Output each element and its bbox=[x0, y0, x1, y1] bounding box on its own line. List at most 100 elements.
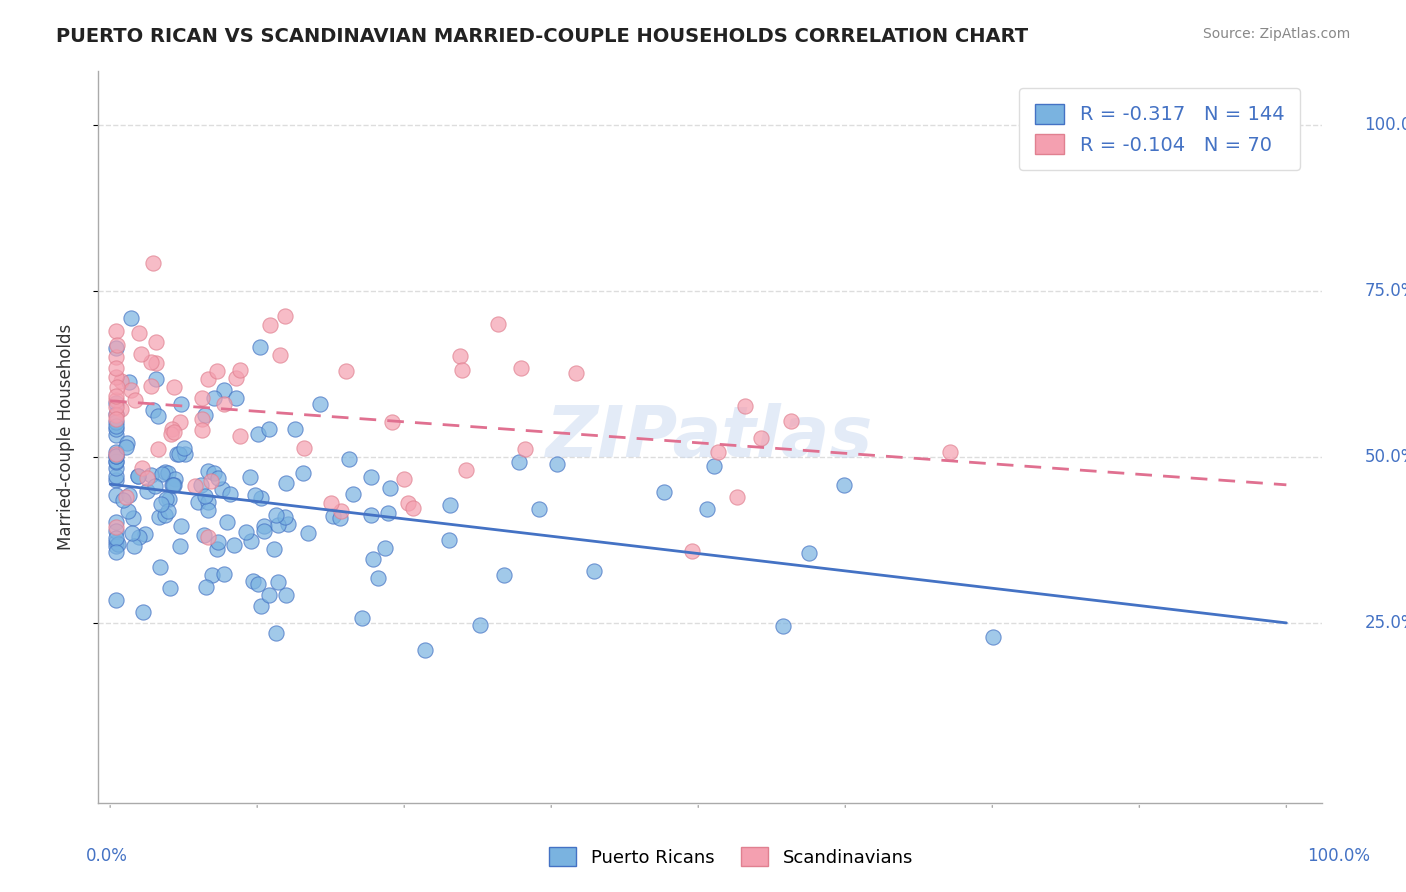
Point bbox=[115, 435, 138, 450]
Point bbox=[173, 441, 195, 455]
Point bbox=[146, 409, 169, 423]
Point bbox=[513, 442, 536, 456]
Text: PUERTO RICAN VS SCANDINAVIAN MARRIED-COUPLE HOUSEHOLDS CORRELATION CHART: PUERTO RICAN VS SCANDINAVIAN MARRIED-COU… bbox=[56, 27, 1028, 45]
Point bbox=[225, 391, 247, 405]
Point bbox=[156, 504, 179, 518]
Point bbox=[267, 517, 290, 532]
Point bbox=[247, 426, 270, 441]
Point bbox=[105, 427, 128, 442]
Point bbox=[274, 475, 297, 490]
Point bbox=[652, 484, 675, 499]
Point bbox=[148, 510, 170, 524]
Point bbox=[981, 630, 1004, 644]
Point bbox=[134, 527, 156, 541]
Point bbox=[508, 455, 530, 469]
Point bbox=[454, 463, 477, 477]
Point bbox=[396, 496, 419, 510]
Point bbox=[105, 454, 128, 468]
Point bbox=[247, 576, 270, 591]
Point bbox=[127, 469, 149, 483]
Point bbox=[139, 468, 162, 483]
Point bbox=[163, 425, 186, 440]
Point bbox=[105, 447, 128, 461]
Point bbox=[219, 487, 242, 501]
Point bbox=[330, 504, 353, 518]
Point bbox=[225, 370, 247, 384]
Point bbox=[163, 472, 186, 486]
Point bbox=[132, 605, 155, 619]
Point bbox=[239, 470, 262, 484]
Point bbox=[780, 414, 803, 428]
Point bbox=[492, 568, 515, 582]
Point bbox=[401, 500, 423, 515]
Point bbox=[105, 535, 128, 549]
Point bbox=[202, 466, 225, 480]
Point bbox=[163, 379, 186, 393]
Point bbox=[122, 511, 145, 525]
Point bbox=[339, 451, 361, 466]
Point bbox=[242, 574, 264, 589]
Point bbox=[212, 383, 235, 397]
Point bbox=[277, 516, 299, 531]
Point bbox=[105, 515, 128, 529]
Point bbox=[155, 491, 177, 506]
Point bbox=[141, 256, 163, 270]
Point bbox=[105, 341, 128, 355]
Point bbox=[170, 519, 193, 533]
Point bbox=[105, 449, 128, 463]
Point bbox=[832, 478, 855, 492]
Point bbox=[160, 478, 183, 492]
Point bbox=[153, 508, 176, 522]
Point bbox=[105, 389, 128, 403]
Point bbox=[105, 487, 128, 501]
Point bbox=[156, 466, 179, 480]
Point bbox=[269, 348, 291, 362]
Point bbox=[131, 460, 153, 475]
Point bbox=[284, 421, 307, 435]
Text: 25.0%: 25.0% bbox=[1364, 615, 1406, 632]
Point bbox=[105, 411, 128, 425]
Point bbox=[174, 447, 197, 461]
Point bbox=[136, 471, 159, 485]
Point bbox=[120, 311, 142, 326]
Point bbox=[128, 326, 150, 340]
Point bbox=[207, 534, 229, 549]
Point bbox=[681, 544, 703, 558]
Point bbox=[696, 502, 718, 516]
Point bbox=[166, 447, 188, 461]
Point bbox=[163, 477, 186, 491]
Point bbox=[274, 510, 297, 524]
Point bbox=[392, 472, 415, 486]
Point bbox=[145, 371, 167, 385]
Point bbox=[105, 449, 128, 463]
Point bbox=[105, 415, 128, 429]
Point bbox=[257, 422, 280, 436]
Point bbox=[159, 581, 181, 595]
Point bbox=[157, 492, 180, 507]
Point bbox=[197, 494, 219, 508]
Point bbox=[170, 397, 193, 411]
Point bbox=[292, 441, 315, 455]
Point bbox=[197, 371, 219, 385]
Point bbox=[439, 498, 461, 512]
Legend: R = -0.317   N = 144, R = -0.104   N = 70: R = -0.317 N = 144, R = -0.104 N = 70 bbox=[1019, 88, 1299, 170]
Point bbox=[274, 309, 297, 323]
Point bbox=[169, 415, 191, 429]
Point bbox=[276, 588, 298, 602]
Point bbox=[195, 580, 218, 594]
Point bbox=[105, 545, 128, 559]
Point bbox=[124, 539, 146, 553]
Point bbox=[139, 379, 162, 393]
Point bbox=[377, 506, 399, 520]
Point bbox=[350, 611, 373, 625]
Point bbox=[191, 412, 214, 426]
Point bbox=[105, 421, 128, 435]
Point bbox=[105, 539, 128, 553]
Point bbox=[105, 351, 128, 365]
Point bbox=[201, 568, 224, 582]
Text: 100.0%: 100.0% bbox=[1364, 116, 1406, 134]
Point bbox=[200, 474, 222, 488]
Text: 0.0%: 0.0% bbox=[86, 847, 128, 864]
Point bbox=[117, 504, 139, 518]
Point bbox=[145, 356, 167, 370]
